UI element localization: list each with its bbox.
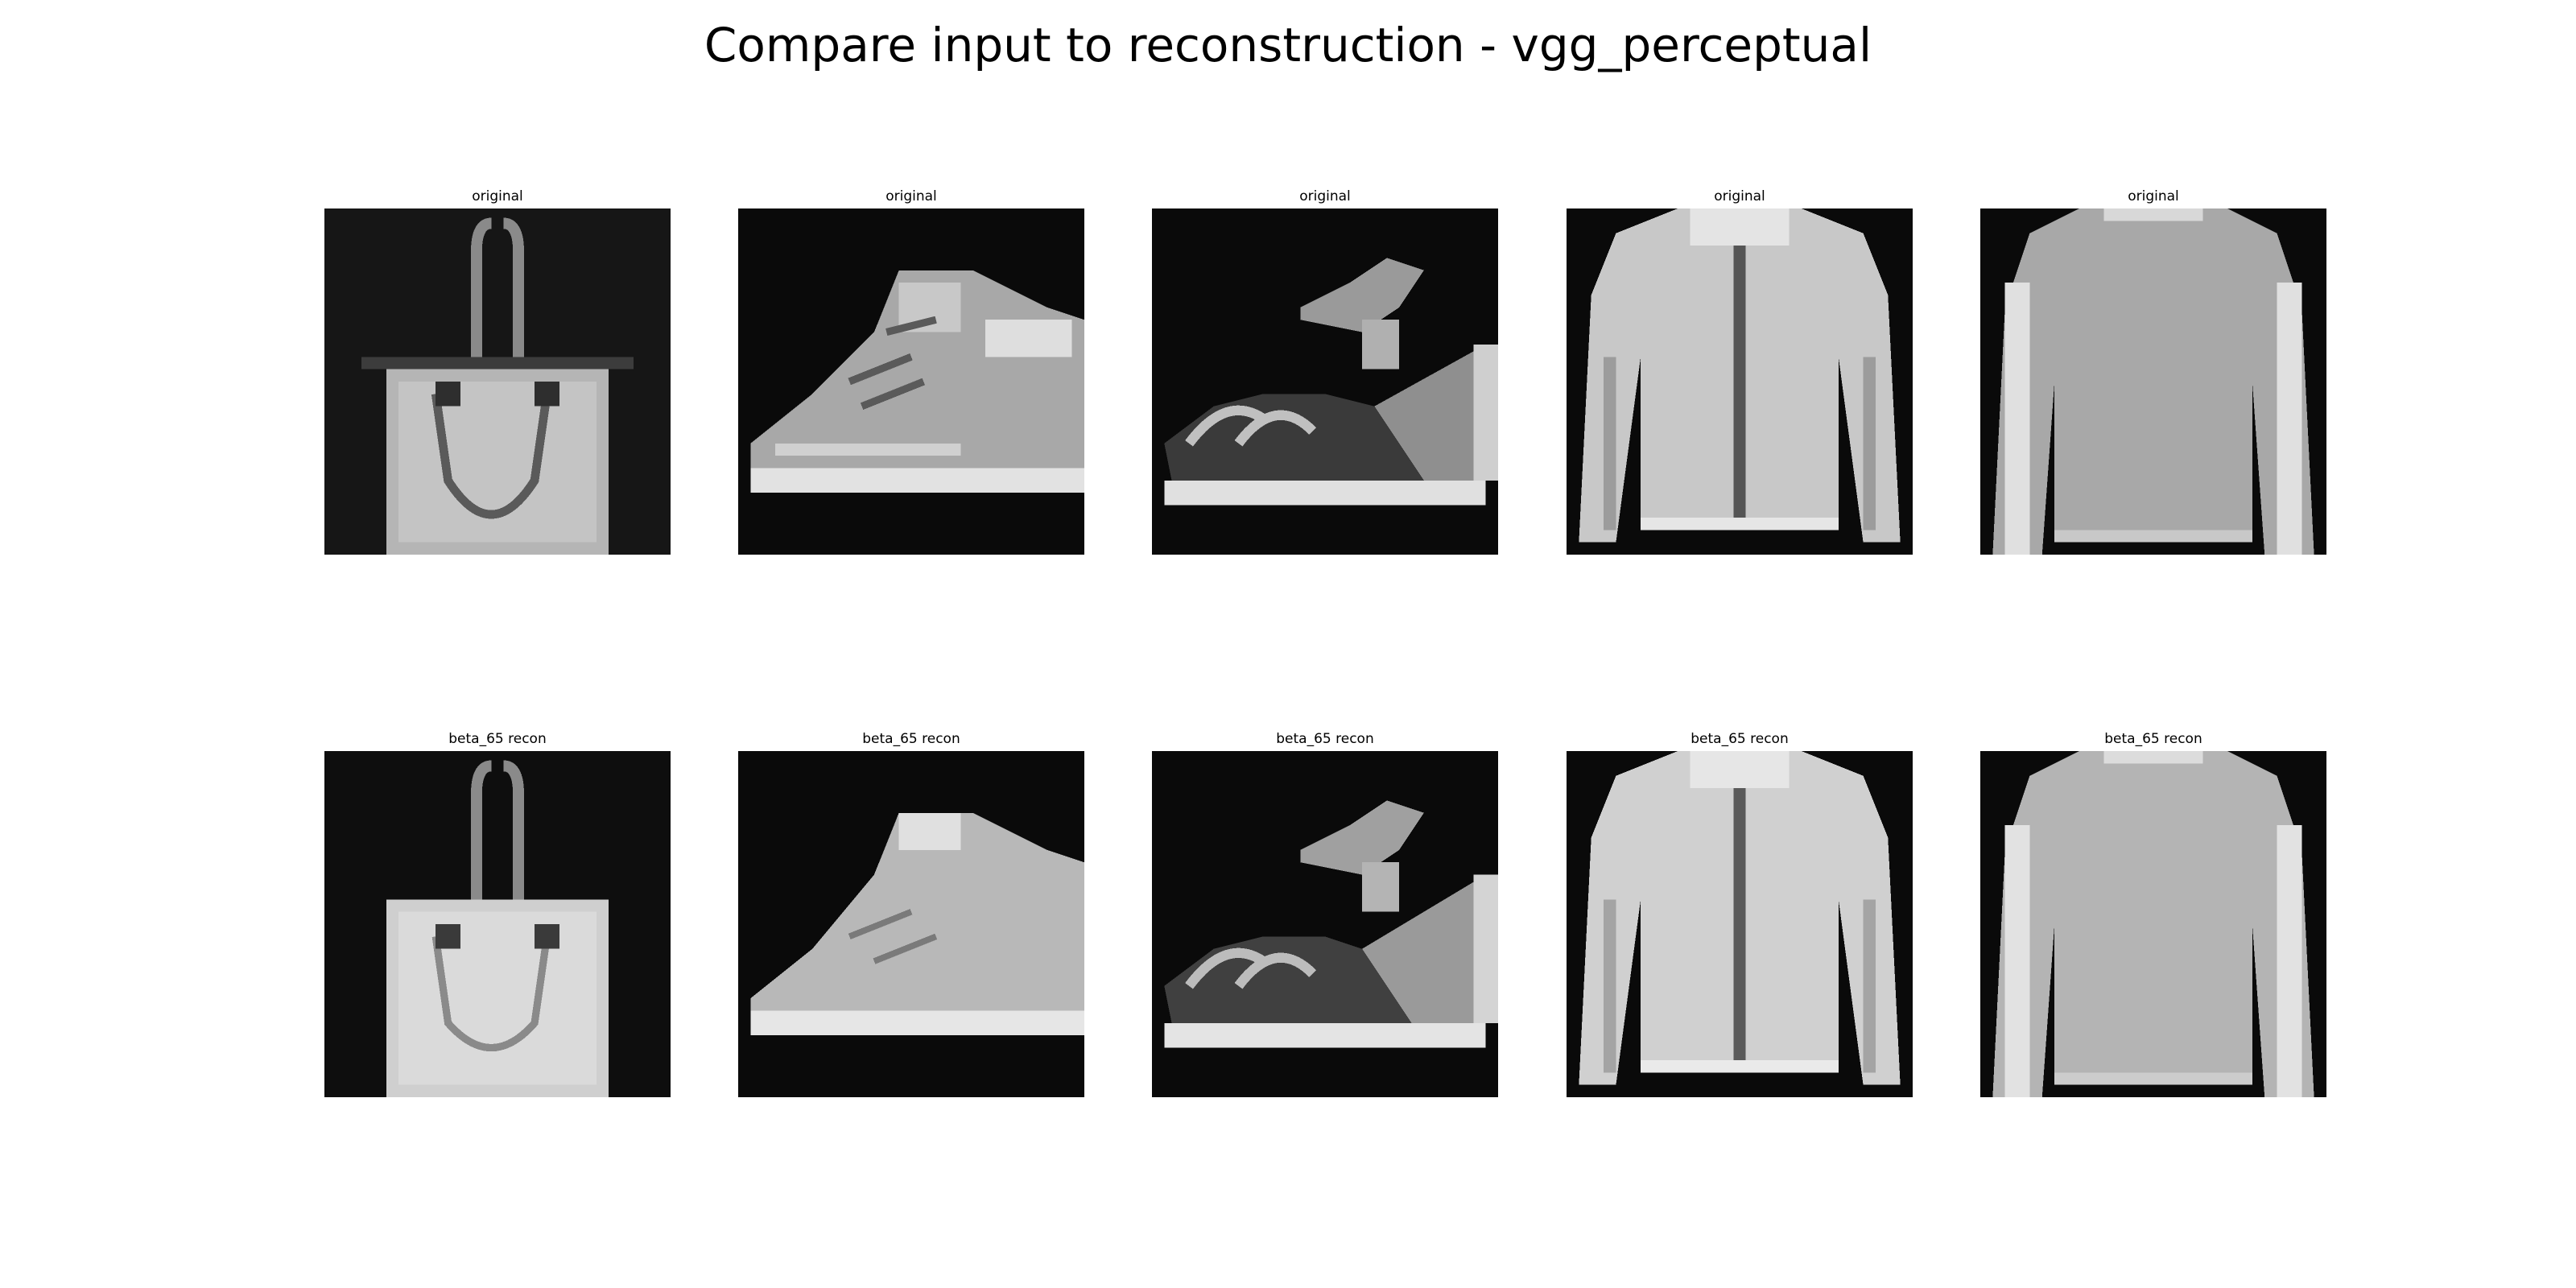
- panel-title: beta_65 recon: [1690, 731, 1789, 747]
- panel-recon-sandal: beta_65 recon: [1152, 731, 1498, 1097]
- panel-title: original: [886, 188, 937, 204]
- panel-title: original: [472, 188, 523, 204]
- panel-title: beta_65 recon: [1276, 731, 1374, 747]
- coat-image: [1567, 751, 1913, 1097]
- bag-image: [324, 208, 671, 555]
- panel-original-coat: original: [1567, 188, 1913, 555]
- panel-recon-pullover: beta_65 recon: [1980, 731, 2326, 1097]
- sandal-image: [1152, 208, 1498, 555]
- panel-title: original: [2128, 188, 2179, 204]
- panel-title: beta_65 recon: [448, 731, 547, 747]
- panel-title: original: [1299, 188, 1351, 204]
- panel-original-bag: original: [324, 188, 671, 555]
- figure-title: Compare input to reconstruction - vgg_pe…: [704, 18, 1872, 72]
- ankle-boot-image: [738, 208, 1084, 555]
- ankle-boot-image: [738, 751, 1084, 1097]
- pullover-image: [1980, 208, 2326, 555]
- coat-image: [1567, 208, 1913, 555]
- panel-original-ankle-boot: original: [738, 188, 1084, 555]
- bag-image: [324, 751, 671, 1097]
- panel-original-sandal: original: [1152, 188, 1498, 555]
- panel-title: beta_65 recon: [862, 731, 960, 747]
- panel-recon-coat: beta_65 recon: [1567, 731, 1913, 1097]
- panel-recon-bag: beta_65 recon: [324, 731, 671, 1097]
- sandal-image: [1152, 751, 1498, 1097]
- panel-title: beta_65 recon: [2104, 731, 2202, 747]
- panel-recon-ankle-boot: beta_65 recon: [738, 731, 1084, 1097]
- panel-original-pullover: original: [1980, 188, 2326, 555]
- pullover-image: [1980, 751, 2326, 1097]
- panel-title: original: [1714, 188, 1765, 204]
